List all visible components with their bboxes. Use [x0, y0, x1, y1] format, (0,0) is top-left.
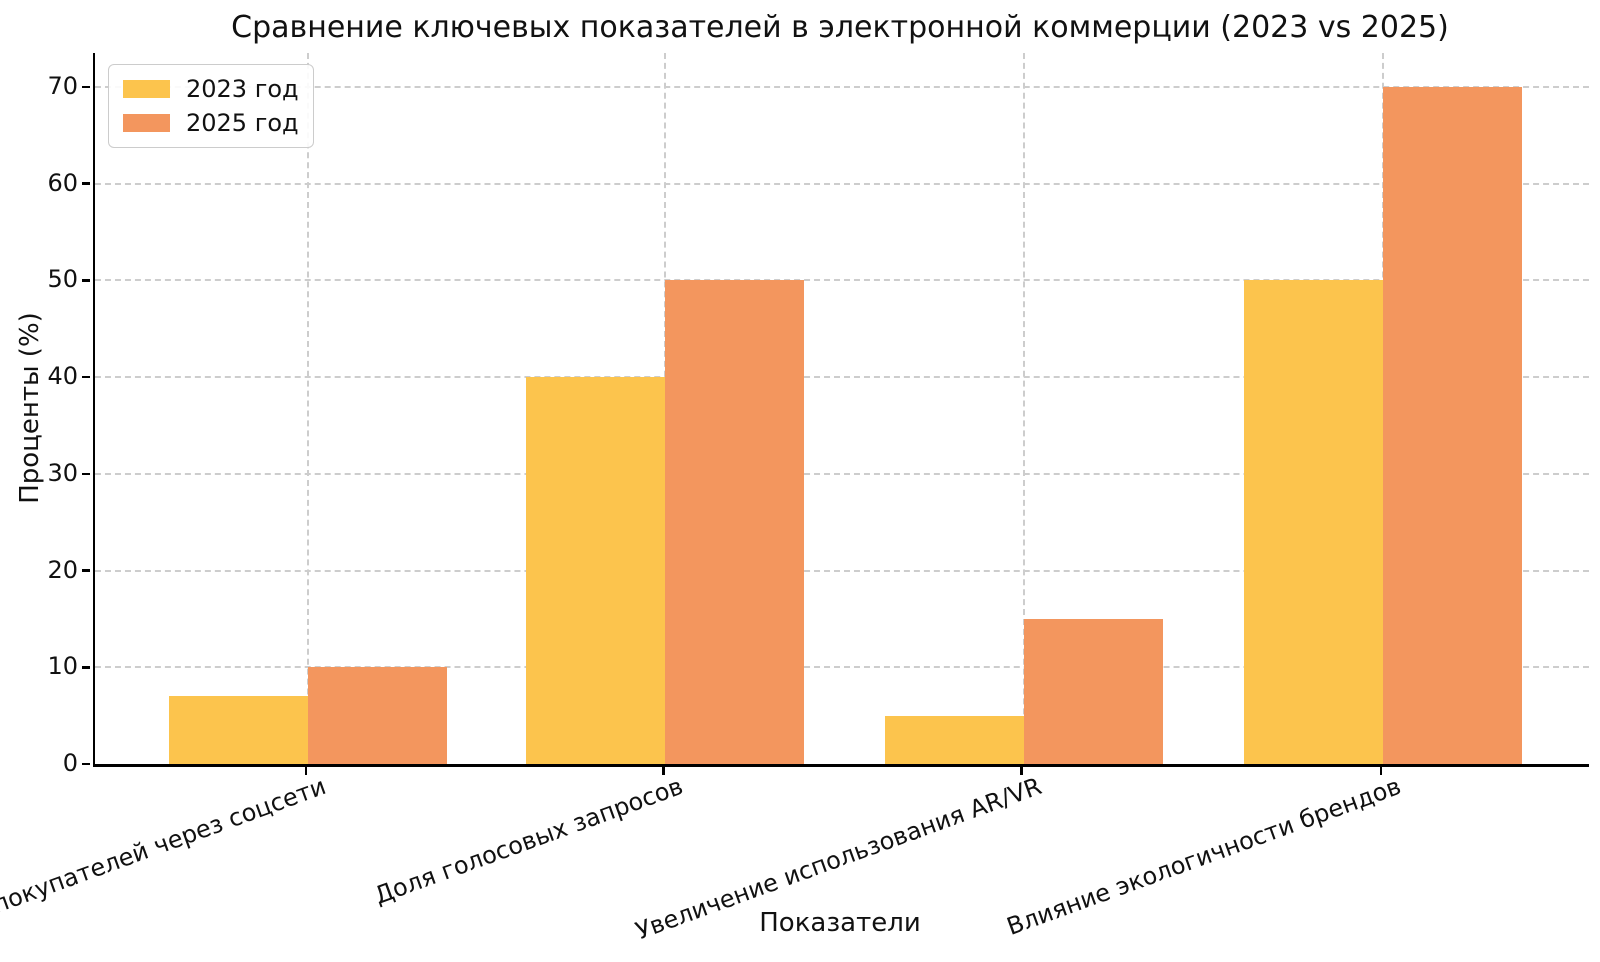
x-tick-label-1: Процент покупателей через соцсети: [0, 772, 330, 959]
x-tick-mark-4: [1379, 767, 1383, 775]
gridline-horizontal-50: [95, 279, 1589, 282]
legend-item-2025-год: 2025 год: [123, 108, 299, 138]
x-tick-mark-2: [662, 767, 665, 775]
gridline-horizontal-40: [95, 376, 1589, 379]
gridline-vertical-3: [1022, 53, 1025, 764]
y-tick-mark-10: [82, 666, 90, 669]
y-tick-label-50: 50: [47, 265, 78, 294]
legend-swatch-2025-год: [123, 114, 170, 132]
gridline-horizontal-70: [95, 85, 1589, 88]
x-tick-mark-3: [1020, 767, 1023, 775]
y-tick-label-10: 10: [47, 652, 78, 681]
y-tick-label-0: 0: [62, 748, 78, 777]
gridline-horizontal-10: [95, 666, 1589, 669]
y-tick-label-70: 70: [47, 71, 78, 100]
y-tick-label-20: 20: [47, 555, 78, 584]
y-tick-mark-30: [82, 472, 90, 476]
legend-label-2023-год: 2023 год: [186, 75, 299, 103]
y-tick-label-60: 60: [47, 168, 78, 197]
y-tick-mark-60: [82, 182, 90, 185]
gridline-horizontal-60: [95, 182, 1589, 185]
bar-2025-год-cat3: [1023, 618, 1163, 764]
gridline-horizontal-20: [95, 569, 1589, 572]
bar-2023-год-cat4: [1244, 280, 1383, 764]
bar-2025-год-cat4: [1383, 86, 1522, 764]
bar-layer: [95, 53, 1589, 764]
legend-label-2025-год: 2025 год: [186, 109, 299, 137]
y-tick-mark-70: [82, 85, 90, 89]
legend-swatch-2023-год: [123, 80, 170, 98]
x-tick-mark-1: [304, 767, 308, 775]
y-tick-mark-40: [82, 375, 90, 379]
plot-area: 2023 год 2025 год: [93, 53, 1589, 767]
y-tick-mark-20: [82, 569, 90, 572]
legend: 2023 год 2025 год: [108, 64, 314, 148]
bar-2023-год-cat2: [526, 377, 666, 764]
bar-2023-год-cat1: [169, 696, 308, 764]
x-axis-label: Показатели: [759, 908, 921, 938]
legend-item-2023-год: 2023 год: [123, 74, 299, 104]
y-tick-label-30: 30: [47, 458, 78, 487]
gridline-horizontal-30: [95, 472, 1589, 475]
x-tick-label-2: Доля голосовых запросов: [370, 772, 687, 910]
y-tick-label-40: 40: [47, 361, 78, 390]
y-tick-mark-50: [82, 279, 90, 282]
gridline-vertical-1: [307, 53, 309, 764]
bar-2025-год-cat1: [308, 667, 447, 764]
chart-title: Сравнение ключевых показателей в электро…: [231, 10, 1449, 45]
bar-2025-год-cat2: [665, 280, 805, 764]
x-tick-label-4: Влияние экологичности брендов: [1003, 772, 1405, 941]
bar-2023-год-cat3: [884, 715, 1024, 764]
y-tick-mark-0: [82, 762, 90, 766]
